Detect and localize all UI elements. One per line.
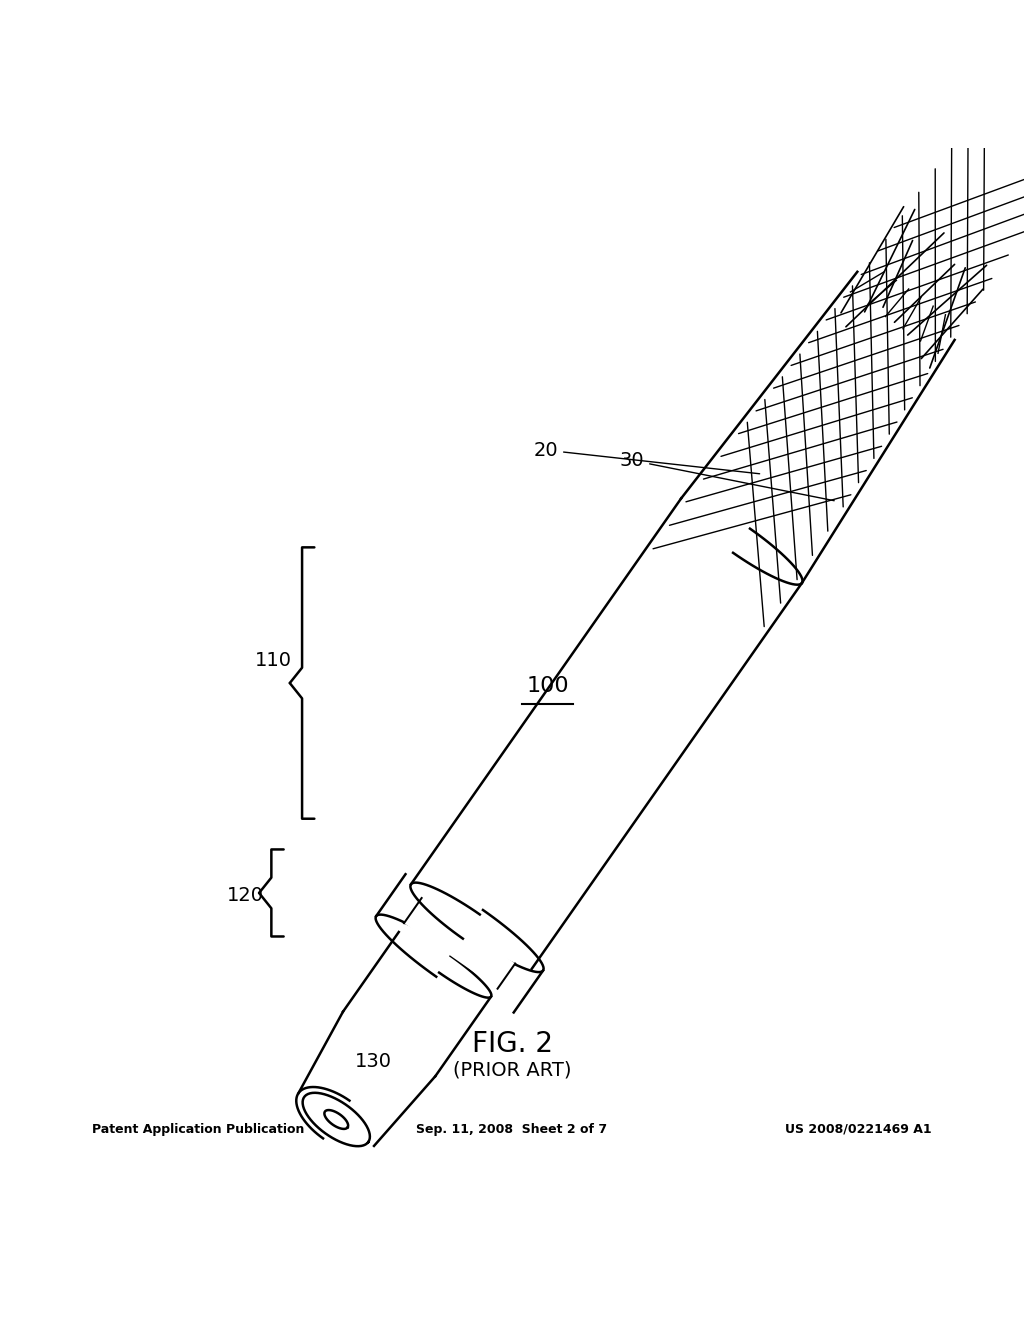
Text: US 2008/0221469 A1: US 2008/0221469 A1: [785, 1123, 932, 1135]
Text: 100: 100: [526, 676, 569, 696]
Polygon shape: [303, 1093, 370, 1146]
Text: (PRIOR ART): (PRIOR ART): [453, 1060, 571, 1080]
Text: 110: 110: [255, 651, 292, 669]
Text: FIG. 2: FIG. 2: [471, 1030, 553, 1059]
Polygon shape: [404, 898, 515, 989]
Polygon shape: [343, 932, 492, 1076]
Polygon shape: [299, 1011, 435, 1146]
Text: 130: 130: [355, 1052, 392, 1072]
Polygon shape: [411, 499, 802, 969]
Text: 120: 120: [227, 886, 264, 906]
Polygon shape: [296, 1088, 349, 1138]
Text: 30: 30: [620, 451, 835, 500]
Polygon shape: [681, 272, 954, 583]
Text: Sep. 11, 2008  Sheet 2 of 7: Sep. 11, 2008 Sheet 2 of 7: [417, 1123, 607, 1135]
Text: Patent Application Publication: Patent Application Publication: [92, 1123, 304, 1135]
Polygon shape: [376, 874, 543, 1012]
Text: 20: 20: [534, 441, 760, 474]
